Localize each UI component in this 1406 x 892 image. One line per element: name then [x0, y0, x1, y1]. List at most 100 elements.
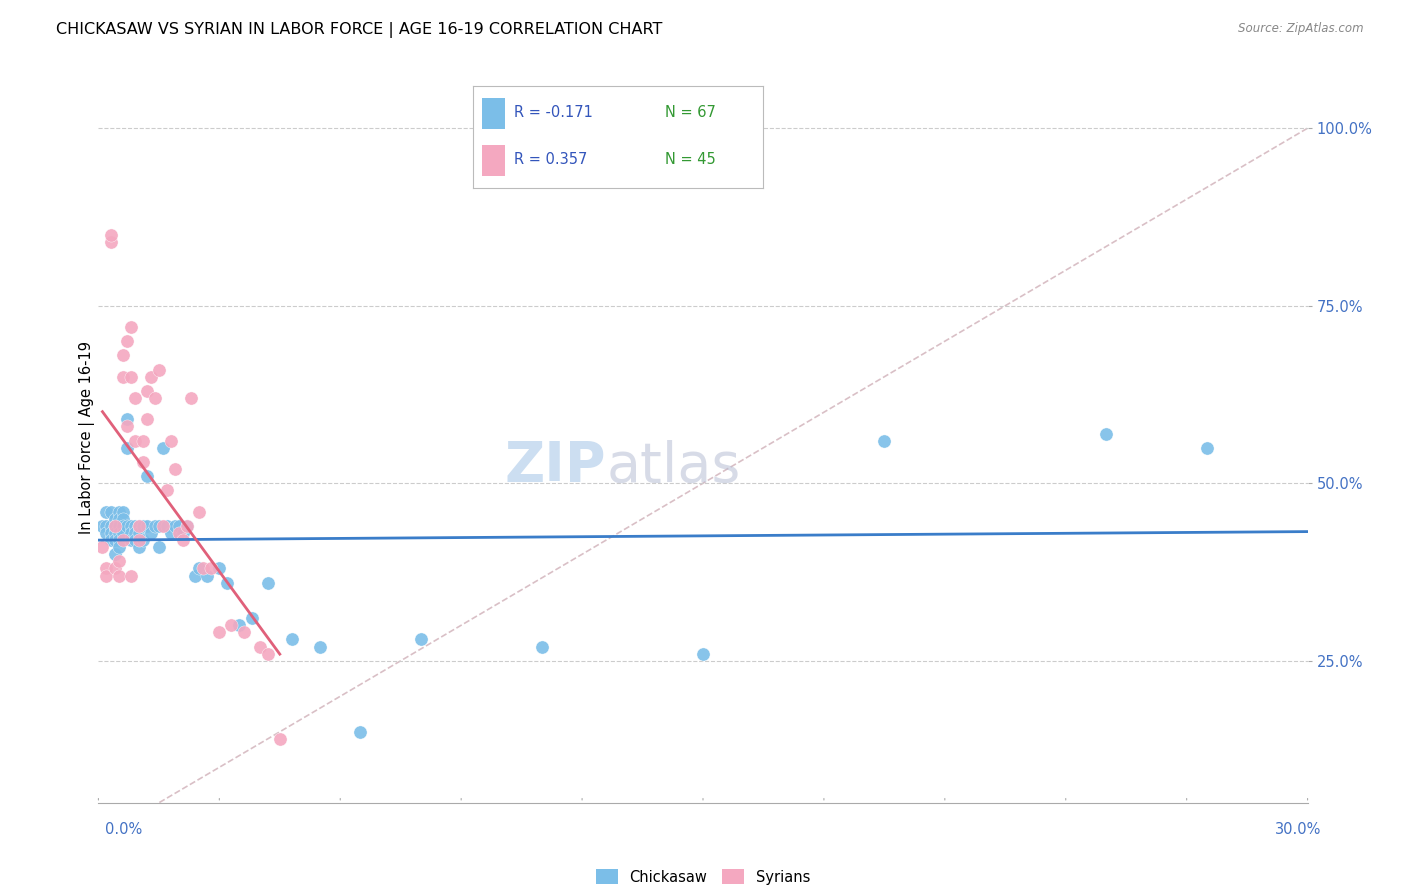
Point	[120, 533, 142, 547]
Point	[103, 547, 125, 561]
Point	[115, 334, 138, 349]
Text: Source: ZipAtlas.com: Source: ZipAtlas.com	[1239, 22, 1364, 36]
Point	[228, 618, 250, 632]
Point	[103, 519, 125, 533]
Text: atlas: atlas	[606, 440, 741, 493]
Point	[148, 540, 170, 554]
Point	[409, 632, 432, 647]
Point	[180, 391, 202, 405]
Point	[143, 391, 166, 405]
Point	[111, 348, 134, 362]
Point	[96, 505, 118, 519]
Point	[160, 434, 183, 448]
Point	[107, 533, 129, 547]
Point	[124, 533, 146, 547]
Point	[124, 391, 146, 405]
Point	[103, 512, 125, 526]
Point	[148, 362, 170, 376]
Point	[107, 554, 129, 568]
Point	[132, 533, 155, 547]
Point	[103, 533, 125, 547]
Point	[143, 519, 166, 533]
Point	[200, 561, 222, 575]
Y-axis label: In Labor Force | Age 16-19: In Labor Force | Age 16-19	[79, 341, 96, 533]
Point	[176, 519, 198, 533]
Point	[120, 525, 142, 540]
Point	[152, 441, 174, 455]
Text: CHICKASAW VS SYRIAN IN LABOR FORCE | AGE 16-19 CORRELATION CHART: CHICKASAW VS SYRIAN IN LABOR FORCE | AGE…	[56, 22, 662, 38]
Text: 0.0%: 0.0%	[105, 822, 142, 837]
Point	[107, 540, 129, 554]
Point	[240, 611, 263, 625]
Legend: Chickasaw, Syrians: Chickasaw, Syrians	[591, 863, 815, 890]
Point	[124, 434, 146, 448]
Point	[152, 519, 174, 533]
Point	[100, 235, 122, 249]
Text: ZIP: ZIP	[505, 440, 606, 493]
Point	[103, 519, 125, 533]
Point	[111, 512, 134, 526]
Point	[163, 462, 186, 476]
Point	[156, 519, 179, 533]
Point	[103, 561, 125, 575]
Point	[256, 575, 278, 590]
Point	[281, 632, 304, 647]
Point	[107, 519, 129, 533]
Point	[91, 519, 114, 533]
Point	[167, 519, 190, 533]
Point	[100, 525, 122, 540]
Point	[96, 568, 118, 582]
Point	[176, 519, 198, 533]
Point	[107, 505, 129, 519]
Point	[111, 505, 134, 519]
Point	[135, 384, 157, 398]
Text: 30.0%: 30.0%	[1275, 822, 1322, 837]
Point	[184, 568, 207, 582]
Point	[309, 640, 332, 654]
Point	[167, 525, 190, 540]
Point	[111, 525, 134, 540]
Point	[128, 519, 150, 533]
Point	[128, 525, 150, 540]
Point	[208, 561, 231, 575]
Point	[132, 455, 155, 469]
Point	[160, 525, 183, 540]
Point	[193, 561, 215, 575]
Point	[96, 525, 118, 540]
Point	[349, 724, 371, 739]
Point	[115, 419, 138, 434]
Point	[135, 412, 157, 426]
Point	[172, 533, 194, 547]
Point	[111, 519, 134, 533]
Point	[172, 525, 194, 540]
Point	[124, 525, 146, 540]
Point	[120, 320, 142, 334]
Point	[1095, 426, 1118, 441]
Point	[100, 533, 122, 547]
Point	[120, 568, 142, 582]
Point	[128, 533, 150, 547]
Point	[91, 540, 114, 554]
Point	[188, 505, 211, 519]
Point	[124, 519, 146, 533]
Point	[100, 519, 122, 533]
Point	[135, 519, 157, 533]
Point	[135, 469, 157, 483]
Point	[96, 561, 118, 575]
Point	[115, 519, 138, 533]
Point	[249, 640, 271, 654]
Point	[139, 525, 162, 540]
Point	[188, 561, 211, 575]
Point	[208, 625, 231, 640]
Point	[128, 540, 150, 554]
Point	[163, 519, 186, 533]
Point	[139, 369, 162, 384]
Point	[269, 731, 291, 746]
Point	[1195, 441, 1218, 455]
Point	[132, 434, 155, 448]
Point	[132, 519, 155, 533]
Point	[530, 640, 553, 654]
Point	[873, 434, 896, 448]
Point	[128, 519, 150, 533]
Point	[148, 519, 170, 533]
